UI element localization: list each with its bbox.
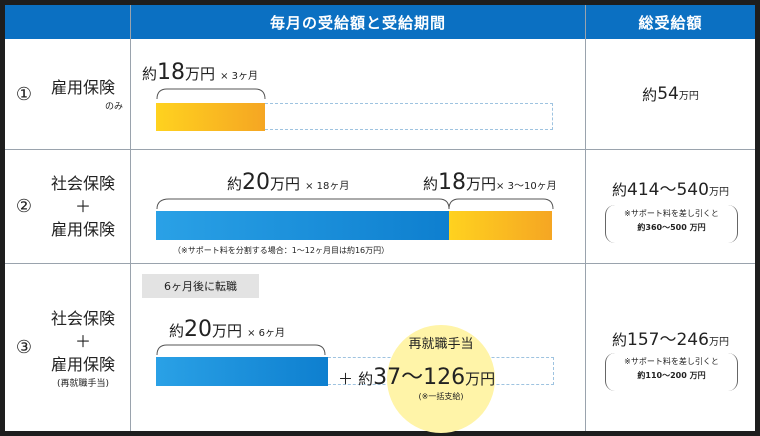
amount-unit: 万円 — [185, 65, 216, 83]
header-total: 総受給額 — [586, 5, 755, 39]
divider — [5, 149, 755, 150]
amount-prefix: 約 — [227, 175, 243, 193]
total-note-line: 約360～500 万円 — [637, 223, 706, 232]
header-blank — [5, 5, 130, 39]
row-2-label: ② 社会保険 ＋ 雇用保険 — [5, 150, 130, 263]
row-3-total: 約157～246万円 — [586, 325, 755, 350]
amount-value: 18 — [438, 170, 467, 195]
total-unit: 万円 — [708, 337, 729, 348]
bar-empty — [265, 103, 553, 130]
total-prefix: 約 — [612, 331, 628, 349]
divider — [5, 263, 755, 264]
row-number: ② — [15, 196, 33, 217]
total-prefix: 約 — [612, 181, 628, 199]
amount-period: × 18ヶ月 — [305, 181, 350, 192]
transfer-tag: 6ヶ月後に転職 — [142, 274, 259, 298]
row-label: 雇用保険 — [50, 354, 115, 374]
row-number: ③ — [15, 337, 33, 358]
amount-prefix: 約 — [142, 65, 158, 83]
total-note-line: ※サポート料を差し引くと — [624, 209, 719, 218]
total-value: 54 — [657, 84, 679, 104]
row-1-amount: 約18万円 × 3ヶ月 — [142, 60, 258, 85]
amount-value: 20 — [242, 170, 271, 195]
amount-unit: 万円 — [212, 322, 243, 340]
total-unit: 万円 — [708, 187, 729, 198]
row-sublabel: (再就職手当) — [56, 378, 110, 389]
row-sublabel: のみ — [104, 102, 123, 112]
bonus-plus: ＋ — [338, 370, 354, 388]
split-note: （※サポート料を分割する場合：1～12ヶ月目は約16万円） — [173, 246, 390, 255]
row-label: 雇用保険 — [50, 220, 115, 239]
row-label-plus: ＋ — [74, 197, 91, 216]
total-note-line: 約110～200 万円 — [637, 371, 706, 380]
row-3-total-note: ※サポート料を差し引くと 約110～200 万円 — [605, 353, 738, 391]
bar-yellow — [449, 211, 552, 240]
amount-prefix: 約 — [169, 322, 185, 340]
amount-period: × 3～10ヶ月 — [496, 181, 557, 192]
total-prefix: 約 — [642, 85, 658, 104]
bonus-note: (※一括支給) — [418, 392, 464, 401]
bonus-title: 再就職手当 — [408, 337, 474, 352]
bracket-curve — [156, 344, 326, 356]
total-note-line: ※サポート料を差し引くと — [624, 357, 719, 366]
amount-period: × 3ヶ月 — [220, 71, 259, 82]
amount-value: 20 — [184, 317, 213, 342]
divider — [585, 5, 586, 431]
row-2-total: 約414～540万円 — [586, 175, 755, 200]
row-2-total-note: ※サポート料を差し引くと 約360～500 万円 — [605, 205, 738, 243]
amount-value: 37～126 — [373, 365, 466, 390]
row-number: ① — [15, 83, 33, 105]
row-label: 社会保険 — [50, 174, 115, 193]
header-monthly: 毎月の受給額と受給期間 — [131, 5, 585, 39]
divider — [130, 5, 131, 431]
row-1-label: ① 雇用保険 のみ — [5, 39, 130, 149]
row-2-amount-a: 約20万円 × 18ヶ月 — [227, 170, 349, 195]
benefit-table: 毎月の受給額と受給期間 総受給額 ① 雇用保険 のみ 約18万円 × 3ヶ月 約… — [5, 5, 755, 433]
bar-blue — [156, 211, 449, 240]
row-3-amount: 約20万円 × 6ヶ月 — [169, 317, 285, 342]
bar-yellow — [156, 103, 265, 131]
amount-value: 18 — [157, 60, 186, 85]
total-value: 157～246 — [627, 330, 709, 350]
row-3-label: ③ 社会保険 ＋ 雇用保険 (再就職手当) — [5, 264, 130, 431]
amount-period: × 6ヶ月 — [247, 328, 286, 339]
row-label: 雇用保険 — [50, 78, 115, 97]
bracket-curve — [156, 198, 554, 210]
bonus-circle — [387, 325, 495, 433]
row-2-amount-b: 約18万円× 3～10ヶ月 — [423, 170, 557, 195]
total-value: 414～540 — [627, 180, 709, 200]
amount-unit: 万円 — [465, 370, 496, 388]
bracket-curve — [156, 88, 266, 100]
amount-unit: 万円 — [270, 175, 301, 193]
amount-prefix: 約 — [358, 370, 374, 388]
amount-unit: 万円 — [466, 175, 497, 193]
row-label-plus: ＋ — [74, 331, 91, 351]
total-unit: 万円 — [678, 90, 699, 102]
amount-prefix: 約 — [423, 175, 439, 193]
bar-blue — [156, 357, 328, 386]
row-1-total: 約 54 万円 — [586, 39, 755, 149]
row-label: 社会保険 — [50, 308, 115, 328]
bonus-amount: ＋ 約37～126万円 — [338, 359, 495, 391]
